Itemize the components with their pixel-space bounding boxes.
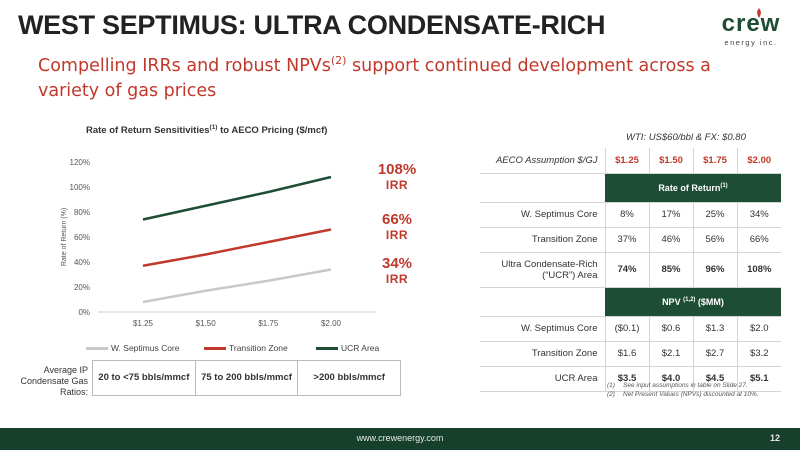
table-row: AECO Assumption $/GJ $1.25 $1.50 $1.75 $…: [480, 148, 781, 174]
y-tick-label: 60%: [74, 233, 90, 242]
y-tick-label: 80%: [74, 208, 90, 217]
ratio-cell: 75 to 200 bbls/mmcf: [196, 361, 299, 395]
y-tick-label: 120%: [70, 158, 90, 167]
x-tick-label: $1.75: [258, 319, 279, 328]
irr-callout-transition: 66% IRR: [381, 211, 413, 243]
page-subtitle: Compelling IRRs and robust NPVs(2) suppo…: [38, 54, 711, 101]
table-row: Transition Zone $1.6 $2.1 $2.7 $3.2: [480, 341, 781, 367]
table-section-header: NPV (1,2) ($MM): [480, 287, 781, 317]
ratio-cell: 20 to <75 bbls/mmcf: [93, 361, 196, 395]
wti-assumption: WTI: US$60/bbl & FX: $0.80: [626, 132, 746, 143]
table-section-header: Rate of Return(1): [480, 173, 781, 203]
series-line-1: [142, 228, 332, 267]
x-tick-label: $1.25: [133, 319, 154, 328]
page-title: WEST SEPTIMUS: ULTRA CONDENSATE-RICH: [18, 10, 606, 40]
rate-of-return-chart: 0% 20% 40% 60% 80% 100% 120% $1.25 $1.50 $1.75 $2.…: [61, 158, 376, 328]
table-row: UCR Area $3.5 $4.0 $4.5 $5.1: [480, 366, 781, 392]
flame-icon: [757, 8, 761, 18]
table-row: Ultra Condensate-Rich (“UCR”) Area 74% 8…: [480, 252, 781, 288]
irr-callout-ucr: 108% IRR: [377, 161, 417, 193]
chart-legend: W. Septimus Core Transition Zone UCR Are…: [86, 340, 401, 358]
table-row: W. Septimus Core 8% 17% 25% 34%: [480, 202, 781, 228]
table-row: Transition Zone 37% 46% 56% 66%: [480, 227, 781, 253]
ratio-box: 20 to <75 bbls/mmcf 75 to 200 bbls/mmcf …: [92, 360, 401, 396]
legend-item-transition: Transition Zone: [204, 343, 288, 353]
y-tick-label: 40%: [74, 258, 90, 267]
x-tick-label: $2.00: [321, 319, 342, 328]
crew-logo: crew energy inc.: [721, 8, 781, 47]
y-tick-label: 20%: [74, 283, 90, 292]
ratio-label: Average IP Condensate Gas Ratios:: [20, 365, 88, 397]
table-row: W. Septimus Core ($0.1) $0.6 $1.3 $2.0: [480, 316, 781, 342]
footer-url[interactable]: www.crewenergy.com: [356, 433, 444, 443]
irr-callout-core: 34% IRR: [381, 255, 413, 287]
y-tick-label: 100%: [70, 183, 90, 192]
series-line-0: [142, 268, 332, 304]
chart-title: Rate of Return Sensitivities(1) to AECO …: [86, 124, 328, 137]
series-line-2: [142, 175, 332, 221]
footnote: (1) See input assumptions in table on Sli…: [607, 382, 748, 389]
footer-bar: www.crewenergy.com 12: [0, 428, 800, 450]
ratio-cell: >200 bbls/mmcf: [313, 372, 385, 383]
legend-item-core: W. Septimus Core: [86, 343, 180, 353]
sensitivity-table: AECO Assumption $/GJ $1.25 $1.50 $1.75 $…: [480, 148, 781, 392]
page-number: 12: [770, 433, 781, 443]
y-tick-label: 0%: [78, 308, 90, 317]
footnotes: (1) See input assumptions in table on Sli…: [607, 381, 759, 399]
y-axis-label: Rate of Return (%): [61, 208, 68, 266]
legend-item-ucr: UCR Area: [316, 343, 379, 353]
x-tick-label: $1.50: [196, 319, 217, 328]
footnote: (2) Net Present Values (NPVs) discounted …: [607, 391, 759, 398]
